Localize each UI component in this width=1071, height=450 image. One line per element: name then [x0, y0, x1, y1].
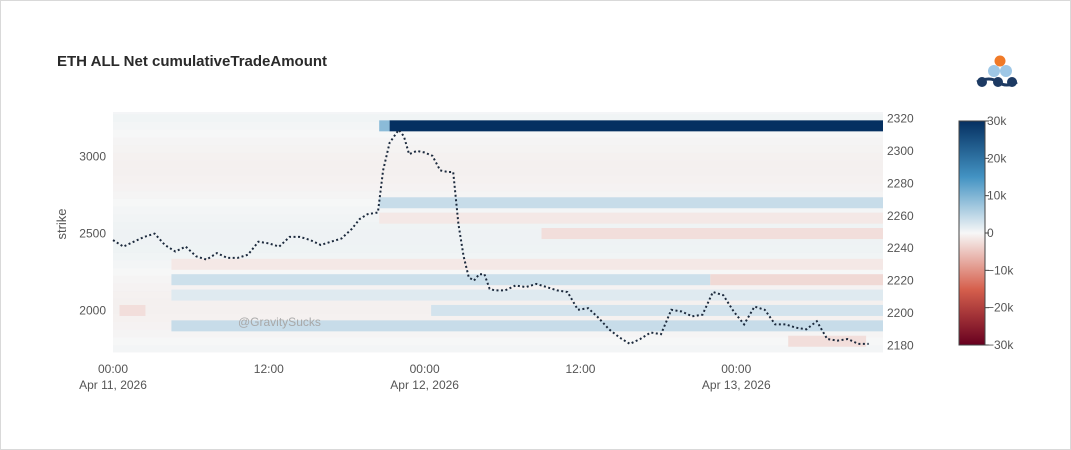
watermark: @GravitySucks — [238, 315, 321, 329]
heatmap-texture-row — [113, 137, 883, 146]
colorbar-tick-label: 20k — [987, 151, 1007, 165]
heatmap-texture-row — [113, 268, 883, 276]
heatmap-texture-row — [113, 314, 883, 322]
y-left-tick-label: 2000 — [79, 303, 106, 317]
colorbar-tick-label: −20k — [987, 301, 1014, 315]
heatmap-texture-row — [113, 337, 883, 346]
heatmap-texture-row — [113, 191, 883, 199]
heatmap-texture-row — [113, 183, 883, 192]
heatmap-texture-row — [113, 222, 883, 230]
x-tick-label: 00:00 — [410, 362, 440, 376]
heatmap-texture-row — [113, 152, 883, 161]
y-right-tick-label: 2260 — [887, 209, 914, 223]
heatmap-texture-row — [113, 206, 883, 215]
y-left-tick-label: 3000 — [79, 150, 106, 164]
heatmap-texture-row — [113, 168, 883, 176]
heatmap-cell — [171, 274, 711, 286]
colorbar-tick-label: 10k — [987, 189, 1007, 203]
heatmap-cell — [788, 335, 867, 347]
heatmap-layer — [113, 112, 883, 353]
heatmap-texture-row — [113, 175, 883, 184]
x-tick-label: 12:00 — [565, 362, 595, 376]
heatmap-cell — [389, 120, 883, 132]
heatmap-cell — [431, 304, 883, 316]
heatmap-texture-row — [113, 114, 883, 122]
heatmap-texture-row — [113, 145, 883, 153]
y-right-tick-label: 2320 — [887, 111, 914, 125]
axes-layer: 00:00 Apr 11, 2026 12:00 00:00 Apr 12, 2026 1… — [54, 111, 914, 392]
y-right-tick-label: 2200 — [887, 306, 914, 320]
y-right-tick-label: 2240 — [887, 241, 914, 255]
colorbar-gradient — [958, 120, 986, 346]
price-line — [112, 128, 869, 346]
heatmap-texture-row — [113, 129, 883, 138]
heatmap-cell — [171, 320, 883, 332]
heatmap-texture-row — [113, 160, 883, 169]
heatmap-cell — [710, 274, 883, 286]
y-right-tick-label: 2300 — [887, 144, 914, 158]
heatmap-cell — [379, 197, 883, 209]
colorbar: 30k 20k 10k 0 −10k −20k −30k — [958, 114, 1014, 352]
gravity-logo-icon — [974, 54, 1018, 95]
heatmap-texture-row — [113, 252, 883, 261]
heatmap-cell — [379, 120, 390, 132]
x-tick-label: 12:00 — [254, 362, 284, 376]
y-right-tick-label: 2220 — [887, 274, 914, 288]
x-tick-date-label: Apr 12, 2026 — [390, 378, 459, 392]
heatmap-texture-row — [113, 245, 883, 253]
heatmap-cell — [171, 289, 883, 301]
x-tick-date-label: Apr 13, 2026 — [702, 378, 771, 392]
y-right-tick-label: 2280 — [887, 176, 914, 190]
heatmap-texture-row — [113, 345, 883, 353]
heatmap-cell — [541, 228, 883, 240]
chart-title: ETH ALL Net cumulativeTradeAmount — [57, 53, 328, 70]
colorbar-tick-label: −10k — [987, 263, 1014, 277]
y-right-tick-label: 2180 — [887, 339, 914, 353]
heatmap-texture-row — [113, 237, 883, 246]
x-tick-date-label: Apr 11, 2026 — [79, 378, 147, 392]
heatmap-texture-row — [113, 229, 883, 238]
y-left-tick-label: 2500 — [79, 227, 106, 241]
x-tick-label: 00:00 — [721, 362, 751, 376]
colorbar-tick-label: −30k — [987, 338, 1014, 352]
y-left-axis-label: strike — [54, 208, 69, 239]
heatmap-texture-row — [113, 283, 883, 292]
heatmap-cell — [379, 212, 883, 224]
heatmap-texture-row — [113, 329, 883, 338]
heatmap-texture-row — [113, 298, 883, 307]
heatmap-cell — [171, 258, 883, 270]
heatmap-cell — [119, 304, 146, 316]
colorbar-tick-label: 0 — [987, 226, 994, 240]
price-line-layer — [112, 128, 869, 346]
colorbar-tick-label: 30k — [987, 114, 1007, 128]
x-tick-label: 00:00 — [98, 362, 128, 376]
